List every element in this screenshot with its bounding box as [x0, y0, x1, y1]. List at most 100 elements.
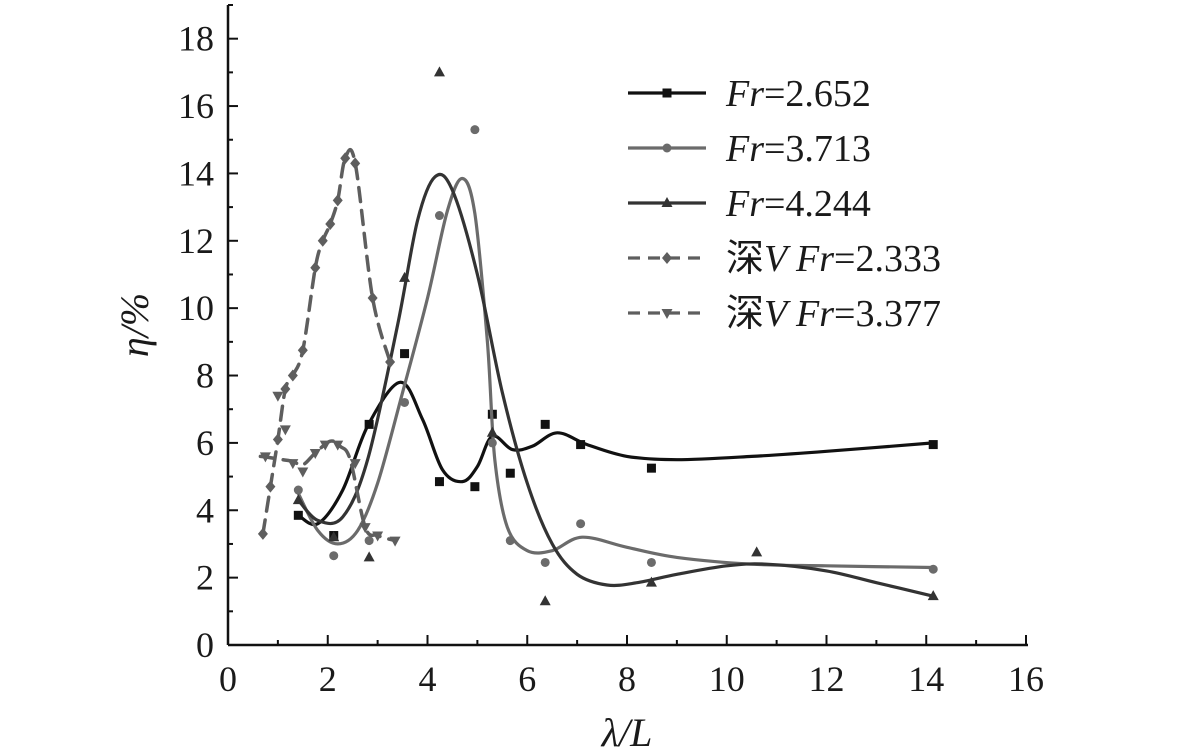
data-point — [928, 564, 938, 574]
data-point — [470, 125, 480, 135]
data-point — [293, 510, 303, 520]
data-point — [332, 194, 343, 207]
series-line — [296, 176, 935, 570]
x-tick-label: 16 — [1008, 659, 1044, 699]
data-point — [434, 477, 444, 487]
data-point — [293, 485, 303, 495]
chart-axes: 0 2 4 6 8 10 12 14 16 0 2 4 6 8 10 12 14 16 18 — [178, 4, 1044, 699]
data-point — [576, 440, 586, 450]
data-point — [359, 523, 371, 534]
data-point — [309, 449, 321, 459]
legend-label-variable: V Fr — [764, 293, 834, 335]
y-tick-label: 14 — [178, 153, 214, 193]
y-tick-label: 6 — [196, 423, 214, 463]
legend-label-variable: Fr — [725, 73, 764, 115]
data-point — [363, 551, 375, 562]
y-tick-label: 8 — [196, 356, 214, 396]
data-point — [540, 419, 550, 429]
legend-marker — [662, 88, 672, 98]
data-point — [272, 433, 283, 446]
legend-item: Fr=4.244 — [628, 183, 871, 225]
data-point — [328, 531, 340, 542]
series-1 — [293, 349, 938, 541]
legend-marker — [661, 197, 673, 207]
data-point — [646, 557, 656, 567]
data-point — [434, 211, 444, 221]
legend-label: 深V Fr=3.377 — [726, 293, 941, 335]
x-tick-label: 0 — [219, 659, 237, 699]
data-point — [505, 468, 515, 478]
data-point — [399, 271, 411, 282]
x-tick-label: 14 — [908, 659, 944, 699]
legend-label: Fr=4.244 — [725, 183, 871, 225]
legend-label-prefix: 深 — [726, 293, 764, 335]
y-tick-label: 12 — [178, 221, 214, 261]
legend-label-prefix: 深 — [726, 238, 764, 280]
x-tick-label: 6 — [518, 659, 536, 699]
data-point — [350, 157, 361, 170]
series-2 — [293, 125, 938, 574]
y-axis-title: η/% — [112, 293, 157, 357]
data-point — [389, 536, 401, 547]
y-tick-label: 10 — [178, 288, 214, 328]
data-point — [292, 494, 304, 505]
legend-label-value: =2.652 — [764, 73, 871, 115]
legend-label-value: =3.377 — [834, 293, 941, 335]
legend-label-value: =4.244 — [764, 183, 871, 225]
data-point — [257, 527, 268, 540]
data-point — [400, 349, 410, 359]
data-point — [317, 234, 328, 247]
data-point — [265, 480, 276, 493]
legend-label-value: =3.713 — [764, 128, 871, 170]
data-point — [364, 419, 374, 429]
data-point — [325, 217, 336, 230]
series-line — [296, 172, 935, 598]
data-point — [272, 391, 284, 402]
legend-label: Fr=2.652 — [725, 73, 871, 115]
data-point — [372, 531, 384, 542]
data-point — [340, 152, 351, 165]
y-tick-label: 18 — [178, 19, 214, 59]
legend-item: 深V Fr=3.377 — [628, 293, 941, 335]
data-point — [646, 463, 656, 473]
data-point — [297, 467, 309, 478]
data-point — [539, 595, 551, 606]
x-tick-label: 2 — [319, 659, 337, 699]
data-point — [927, 590, 939, 601]
data-point — [332, 440, 344, 451]
legend-label-variable: Fr — [725, 183, 764, 225]
x-tick-label: 4 — [419, 659, 437, 699]
data-point — [385, 356, 396, 369]
legend-item: Fr=2.652 — [628, 73, 871, 115]
series-3 — [292, 66, 939, 606]
legend-item: 深V Fr=2.333 — [628, 238, 941, 280]
data-point — [364, 536, 374, 546]
data-point — [310, 261, 321, 274]
data-point — [287, 459, 299, 470]
y-tick-label: 16 — [178, 86, 214, 126]
data-point — [259, 452, 271, 463]
data-point — [349, 459, 361, 470]
data-point — [400, 397, 410, 407]
data-point — [486, 426, 498, 437]
legend-label: Fr=3.713 — [725, 128, 871, 170]
x-tick-label: 12 — [809, 659, 845, 699]
data-point — [329, 551, 339, 561]
legend-marker — [661, 309, 673, 319]
series-5 — [258, 391, 401, 547]
data-point — [751, 546, 763, 557]
data-point — [367, 292, 378, 305]
legend-label-variable: Fr — [725, 128, 764, 170]
legend-marker — [662, 143, 672, 153]
legend-item: Fr=3.713 — [628, 128, 871, 170]
legend-label: 深V Fr=2.333 — [726, 238, 941, 280]
data-point — [297, 344, 308, 357]
y-tick-label: 2 — [196, 558, 214, 598]
data-point — [287, 369, 298, 382]
series-line — [261, 147, 392, 536]
series-4 — [257, 147, 396, 540]
data-point — [319, 440, 331, 451]
y-tick-label: 0 — [196, 625, 214, 665]
